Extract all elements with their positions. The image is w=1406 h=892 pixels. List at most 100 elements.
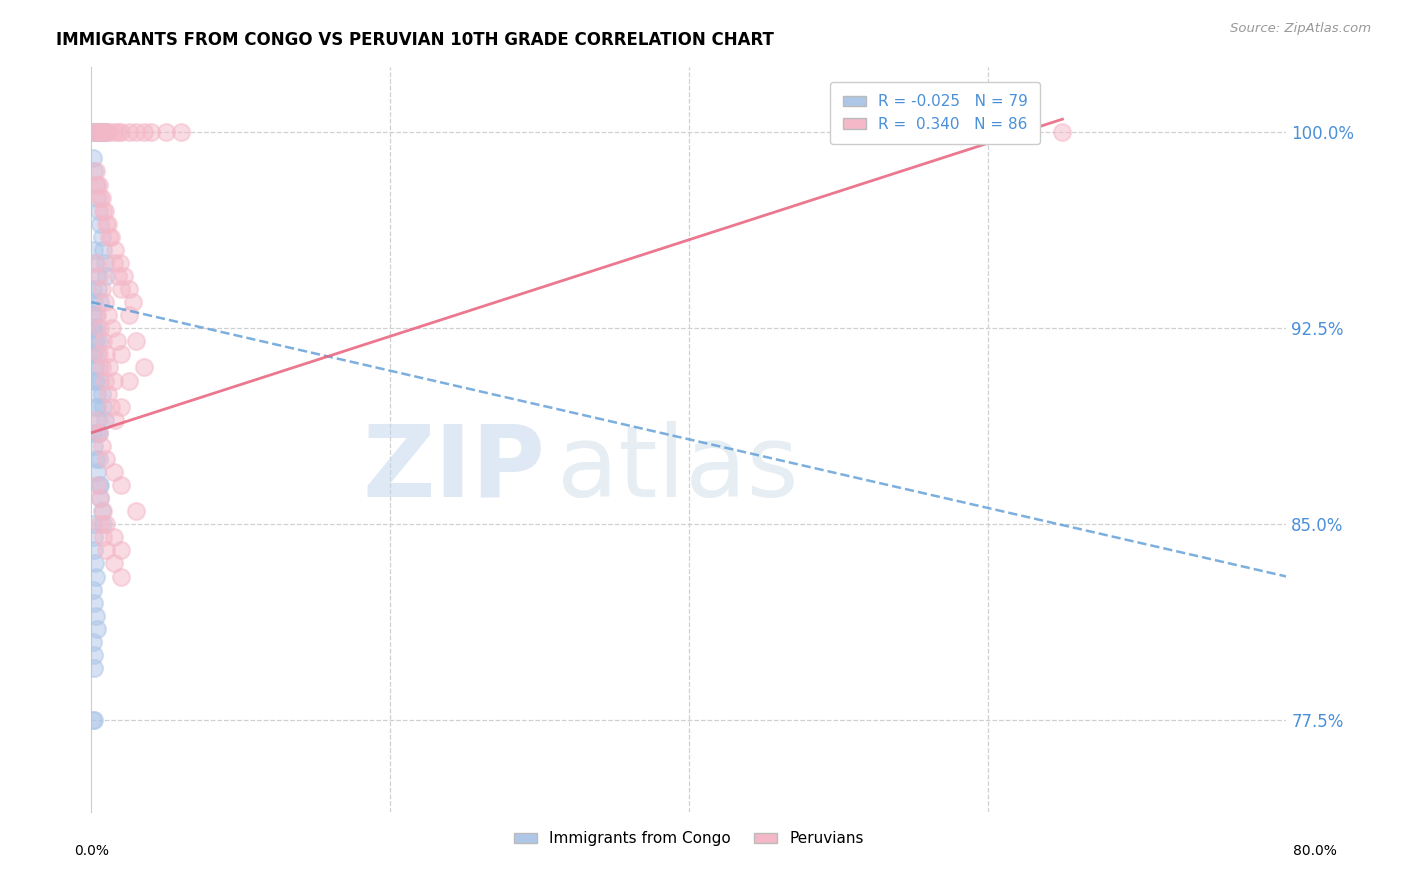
Point — [93, 334, 115, 349]
Point — [96, 543, 118, 558]
Point — [96, 268, 118, 283]
Point — [103, 374, 125, 388]
Point — [89, 491, 111, 505]
Point — [90, 125, 112, 139]
Point — [104, 413, 127, 427]
Point — [103, 465, 125, 479]
Point — [90, 190, 112, 204]
Point — [83, 439, 105, 453]
Point — [86, 321, 108, 335]
Point — [82, 517, 104, 532]
Point — [93, 203, 115, 218]
Point — [94, 413, 117, 427]
Point — [82, 425, 104, 440]
Point — [87, 425, 110, 440]
Point — [125, 504, 148, 518]
Point — [83, 334, 105, 349]
Point — [93, 504, 115, 518]
Point — [84, 256, 107, 270]
Point — [112, 268, 135, 283]
Point — [107, 268, 129, 283]
Point — [86, 190, 108, 204]
Point — [89, 125, 111, 139]
Point — [89, 374, 111, 388]
Point — [94, 256, 117, 270]
Point — [104, 243, 127, 257]
Point — [82, 125, 104, 139]
Point — [86, 125, 108, 139]
Point — [83, 374, 105, 388]
Point — [83, 295, 105, 310]
Point — [86, 347, 108, 361]
Point — [89, 217, 111, 231]
Point — [90, 504, 112, 518]
Point — [89, 295, 111, 310]
Point — [93, 517, 115, 532]
Point — [118, 308, 141, 322]
Point — [84, 125, 107, 139]
Point — [97, 308, 120, 322]
Point — [94, 125, 117, 139]
Point — [83, 596, 105, 610]
Point — [93, 125, 115, 139]
Point — [101, 321, 124, 335]
Text: IMMIGRANTS FROM CONGO VS PERUVIAN 10TH GRADE CORRELATION CHART: IMMIGRANTS FROM CONGO VS PERUVIAN 10TH G… — [56, 31, 775, 49]
Point — [84, 178, 107, 192]
Point — [84, 164, 107, 178]
Point — [84, 557, 107, 571]
Point — [125, 125, 148, 139]
Point — [96, 125, 118, 139]
Point — [87, 268, 110, 283]
Point — [87, 451, 110, 466]
Point — [96, 347, 118, 361]
Point — [82, 321, 104, 335]
Point — [83, 543, 105, 558]
Point — [108, 256, 131, 270]
Point — [87, 425, 110, 440]
Point — [118, 125, 141, 139]
Point — [105, 334, 128, 349]
Point — [97, 217, 120, 231]
Point — [118, 374, 141, 388]
Point — [84, 451, 107, 466]
Point — [97, 386, 120, 401]
Point — [89, 125, 111, 139]
Point — [87, 203, 110, 218]
Text: 0.0%: 0.0% — [75, 844, 108, 857]
Point — [86, 386, 108, 401]
Point — [86, 478, 108, 492]
Point — [118, 282, 141, 296]
Point — [96, 217, 118, 231]
Point — [87, 347, 110, 361]
Point — [82, 713, 104, 727]
Point — [110, 282, 132, 296]
Point — [87, 360, 110, 375]
Point — [83, 648, 105, 662]
Point — [86, 178, 108, 192]
Point — [110, 478, 132, 492]
Point — [90, 282, 112, 296]
Point — [84, 334, 107, 349]
Point — [86, 268, 108, 283]
Point — [89, 517, 111, 532]
Point — [170, 125, 193, 139]
Point — [83, 125, 105, 139]
Point — [82, 582, 104, 597]
Point — [83, 347, 105, 361]
Point — [110, 125, 132, 139]
Point — [82, 635, 104, 649]
Point — [86, 308, 108, 322]
Point — [103, 256, 125, 270]
Text: Source: ZipAtlas.com: Source: ZipAtlas.com — [1230, 22, 1371, 36]
Text: atlas: atlas — [558, 421, 799, 517]
Point — [90, 229, 112, 244]
Point — [82, 321, 104, 335]
Point — [86, 125, 108, 139]
Point — [84, 400, 107, 414]
Point — [84, 308, 107, 322]
Point — [86, 622, 108, 636]
Point — [98, 360, 121, 375]
Point — [83, 661, 105, 675]
Point — [90, 439, 112, 453]
Point — [93, 400, 115, 414]
